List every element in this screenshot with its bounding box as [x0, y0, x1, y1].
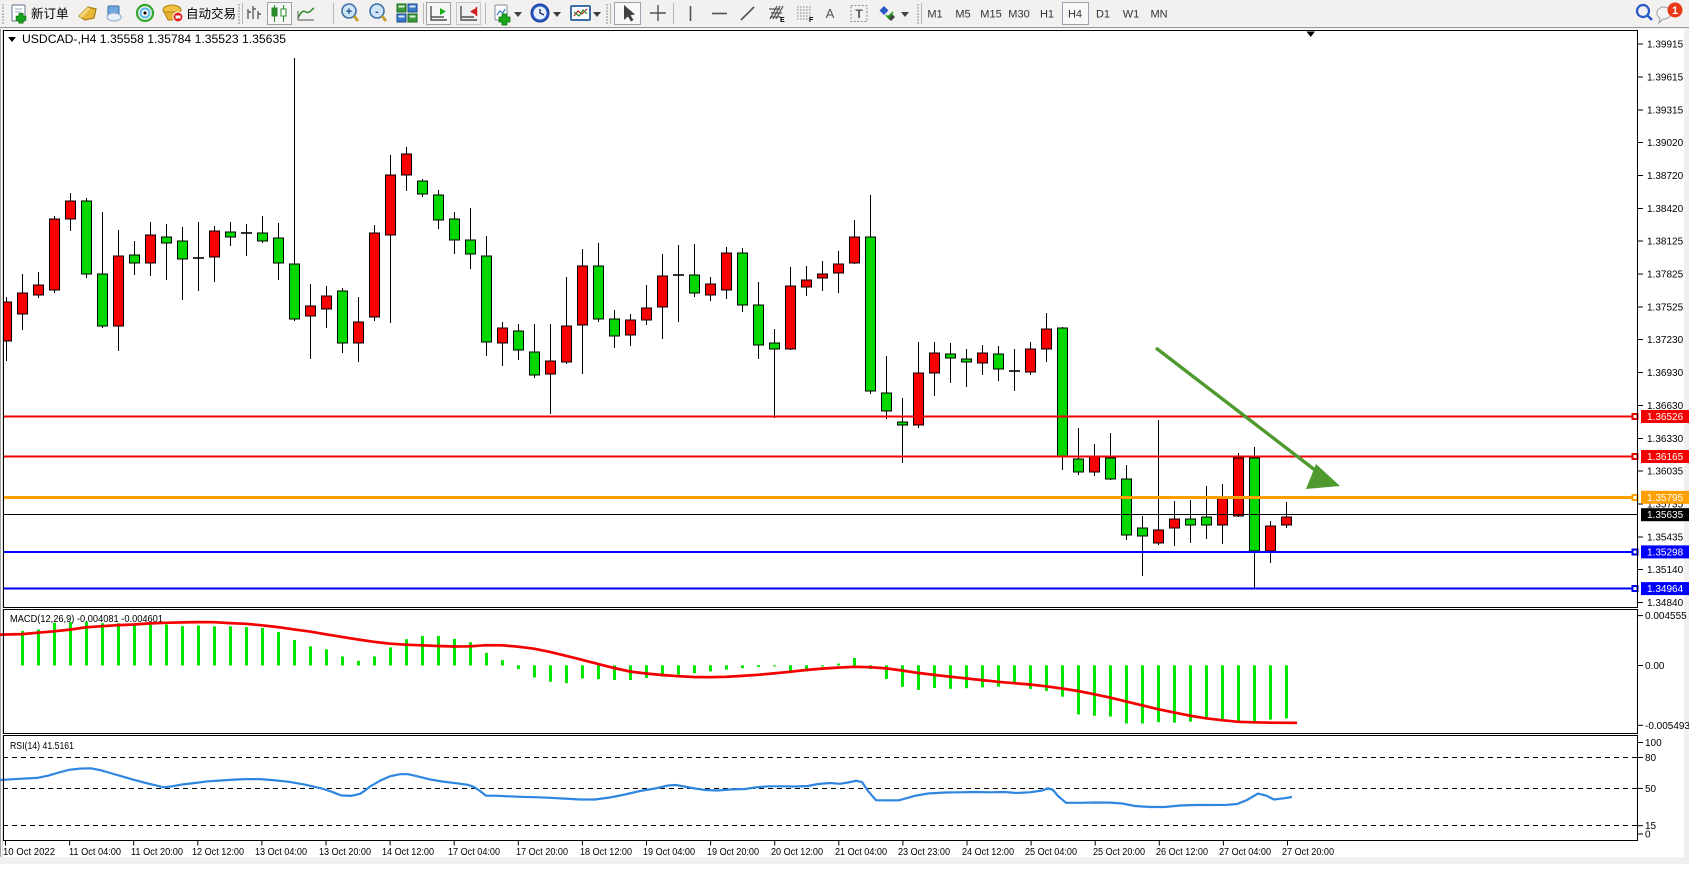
svg-text:1.34964: 1.34964	[1647, 584, 1684, 595]
svg-text:19 Oct 20:00: 19 Oct 20:00	[707, 847, 759, 858]
svg-text:25 Oct 04:00: 25 Oct 04:00	[1025, 847, 1077, 858]
svg-text:A: A	[826, 6, 835, 21]
svg-text:1.39315: 1.39315	[1647, 106, 1684, 117]
svg-text:10 Oct 2022: 10 Oct 2022	[3, 847, 55, 858]
svg-text:USDCAD-,H4 1.35558 1.35784 1.: USDCAD-,H4 1.35558 1.35784 1.35523 1.356…	[22, 32, 286, 46]
svg-text:1.37825: 1.37825	[1647, 270, 1684, 281]
svg-text:1.38420: 1.38420	[1647, 204, 1684, 215]
svg-text:0.00: 0.00	[1645, 661, 1665, 672]
svg-text:11 Oct 04:00: 11 Oct 04:00	[69, 847, 121, 858]
svg-text:W1: W1	[1123, 9, 1140, 21]
svg-text:20 Oct 12:00: 20 Oct 12:00	[771, 847, 823, 858]
svg-text:1.36930: 1.36930	[1647, 368, 1684, 379]
svg-text:RSI(14) 41.5161: RSI(14) 41.5161	[10, 741, 74, 752]
svg-text:27 Oct 04:00: 27 Oct 04:00	[1219, 847, 1271, 858]
svg-text:1.38125: 1.38125	[1647, 237, 1684, 248]
svg-text:1.38720: 1.38720	[1647, 171, 1684, 182]
svg-text:80: 80	[1645, 753, 1657, 764]
svg-text:1.36526: 1.36526	[1647, 412, 1684, 423]
svg-text:100: 100	[1645, 738, 1662, 749]
svg-text:T: T	[855, 7, 863, 21]
svg-text:1.36630: 1.36630	[1647, 401, 1684, 412]
svg-text:1.37525: 1.37525	[1647, 303, 1684, 314]
svg-text:H1: H1	[1040, 9, 1054, 21]
svg-text:12 Oct 12:00: 12 Oct 12:00	[192, 847, 244, 858]
svg-text:27 Oct 20:00: 27 Oct 20:00	[1282, 847, 1334, 858]
svg-text:1.35635: 1.35635	[1647, 510, 1684, 521]
svg-text:1.39615: 1.39615	[1647, 73, 1684, 84]
svg-text:1.36035: 1.36035	[1647, 467, 1684, 478]
svg-text:新订单: 新订单	[31, 6, 69, 21]
svg-text:17 Oct 20:00: 17 Oct 20:00	[516, 847, 568, 858]
svg-text:11 Oct 20:00: 11 Oct 20:00	[131, 847, 183, 858]
svg-text:自动交易: 自动交易	[186, 6, 236, 21]
svg-text:H4: H4	[1068, 9, 1082, 21]
svg-text:13 Oct 04:00: 13 Oct 04:00	[255, 847, 307, 858]
svg-text:1.35735: 1.35735	[1647, 500, 1684, 511]
svg-text:1.36330: 1.36330	[1647, 434, 1684, 445]
svg-text:E: E	[780, 17, 785, 24]
svg-text:1.37230: 1.37230	[1647, 335, 1684, 346]
svg-text:0: 0	[1645, 830, 1651, 841]
svg-text:1.35298: 1.35298	[1647, 547, 1684, 558]
svg-text:19 Oct 04:00: 19 Oct 04:00	[643, 847, 695, 858]
svg-text:13 Oct 20:00: 13 Oct 20:00	[319, 847, 371, 858]
svg-text:1: 1	[1672, 5, 1678, 17]
svg-text:21 Oct 04:00: 21 Oct 04:00	[835, 847, 887, 858]
svg-text:24 Oct 12:00: 24 Oct 12:00	[962, 847, 1014, 858]
svg-text:M30: M30	[1008, 9, 1029, 21]
svg-text:18 Oct 12:00: 18 Oct 12:00	[580, 847, 632, 858]
svg-text:1.39020: 1.39020	[1647, 138, 1684, 149]
svg-text:1.35435: 1.35435	[1647, 533, 1684, 544]
svg-text:0.004555: 0.004555	[1645, 611, 1687, 622]
svg-text:M1: M1	[927, 9, 942, 21]
svg-text:-0.005493: -0.005493	[1645, 721, 1689, 732]
svg-text:F: F	[809, 17, 814, 24]
svg-text:50: 50	[1645, 784, 1657, 795]
svg-text:1.35795: 1.35795	[1647, 493, 1684, 504]
svg-text:17 Oct 04:00: 17 Oct 04:00	[448, 847, 500, 858]
svg-text:1.35140: 1.35140	[1647, 565, 1684, 576]
svg-text:+: +	[346, 6, 352, 18]
svg-text:M5: M5	[955, 9, 970, 21]
svg-text:M15: M15	[980, 9, 1001, 21]
svg-text:14 Oct 12:00: 14 Oct 12:00	[382, 847, 434, 858]
svg-text:23 Oct 23:00: 23 Oct 23:00	[898, 847, 950, 858]
svg-text:26 Oct 12:00: 26 Oct 12:00	[1156, 847, 1208, 858]
svg-text:-: -	[375, 6, 379, 18]
svg-text:1.34840: 1.34840	[1647, 598, 1684, 609]
svg-text:1.39915: 1.39915	[1647, 40, 1684, 51]
svg-text:25 Oct 20:00: 25 Oct 20:00	[1093, 847, 1145, 858]
svg-text:MACD(12,26,9) -0.004081 -0.004: MACD(12,26,9) -0.004081 -0.004601	[10, 614, 163, 625]
svg-text:15: 15	[1645, 821, 1657, 832]
svg-text:1.36165: 1.36165	[1647, 452, 1684, 463]
svg-text:D1: D1	[1096, 9, 1110, 21]
svg-text:MN: MN	[1150, 9, 1167, 21]
